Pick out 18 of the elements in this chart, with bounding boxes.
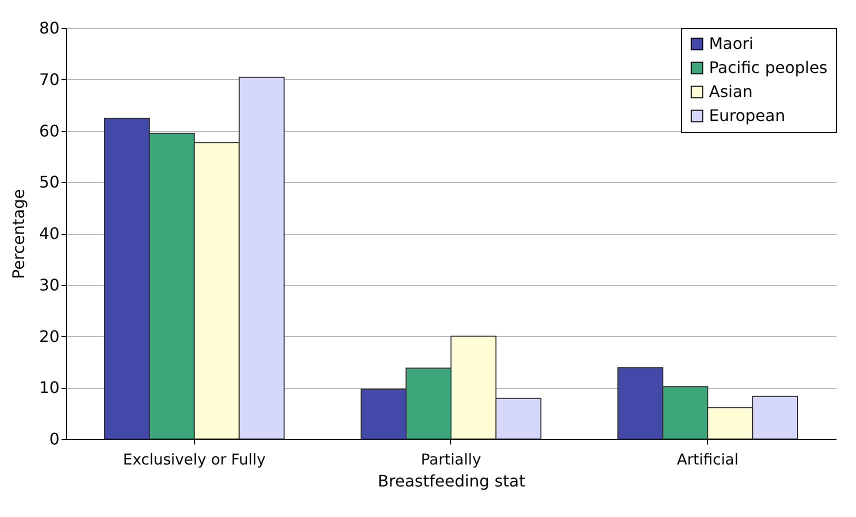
y-tick-label: 30 xyxy=(39,275,60,294)
legend-label: Maori xyxy=(709,34,754,53)
x-tick-label: Artificial xyxy=(676,450,739,468)
x-tick-label: Partially xyxy=(420,450,482,468)
y-tick-label: 10 xyxy=(39,378,60,398)
x-tick-label: Exclusively or Fully xyxy=(123,450,266,468)
x-axis-title: Breastfeeding stat xyxy=(378,472,526,490)
y-tick-label: 0 xyxy=(49,430,60,448)
legend-label: Pacific peoples xyxy=(709,58,828,77)
legend-label: European xyxy=(709,106,786,125)
y-tick-label: 20 xyxy=(39,326,60,346)
y-axis-title: Percentage xyxy=(9,188,28,280)
legend-label: Asian xyxy=(709,82,753,101)
y-tick-label: 50 xyxy=(39,172,60,192)
y-tick-label: 40 xyxy=(39,224,60,243)
y-tick-label: 60 xyxy=(39,121,60,140)
y-tick-label: 70 xyxy=(39,70,60,89)
y-tick-label: 80 xyxy=(39,18,60,38)
